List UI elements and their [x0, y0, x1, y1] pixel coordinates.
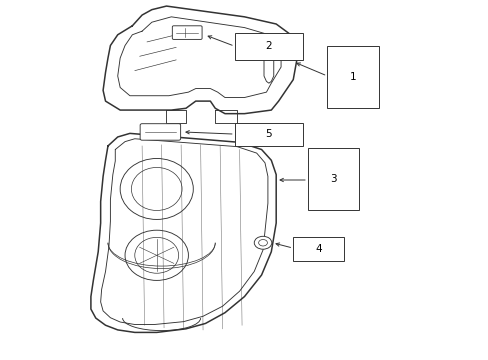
Text: 2: 2: [265, 41, 272, 51]
Bar: [327, 45, 378, 108]
Text: 4: 4: [315, 244, 322, 254]
FancyBboxPatch shape: [172, 26, 202, 40]
Bar: [307, 148, 358, 211]
Text: 5: 5: [265, 129, 272, 139]
Text: 1: 1: [349, 72, 356, 82]
Circle shape: [254, 236, 271, 249]
Bar: [234, 33, 303, 60]
Bar: [293, 237, 344, 261]
Bar: [234, 123, 303, 146]
FancyBboxPatch shape: [140, 124, 180, 140]
Text: 3: 3: [329, 174, 336, 184]
